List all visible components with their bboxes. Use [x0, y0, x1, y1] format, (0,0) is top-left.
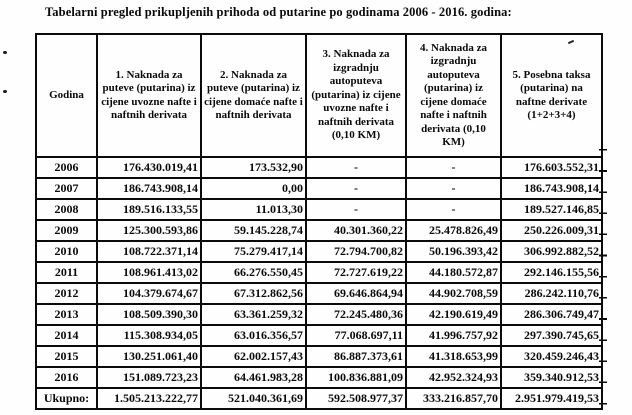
- year-cell: 2007: [35, 177, 98, 200]
- total-cell: 250.226.009,31: [500, 219, 603, 242]
- value-cell: -: [405, 156, 502, 179]
- value-cell: -: [405, 198, 502, 221]
- value-cell: 189.516.133,55: [96, 198, 202, 221]
- value-cell: 125.300.593,86: [96, 219, 202, 242]
- value-cell: 66.276.550,45: [200, 261, 307, 284]
- total-value-cell: 592.508.977,37: [305, 387, 407, 410]
- value-cell: 64.461.983,28: [200, 366, 307, 389]
- value-cell: -: [405, 177, 502, 200]
- total-cell: 176.603.552,31: [500, 156, 603, 179]
- total-label-cell: Ukupno:: [35, 387, 98, 410]
- table-row-2007: 2007 186.743.908,14 0,00 - - 186.743.908…: [35, 177, 603, 200]
- total-value-cell: 333.216.857,70: [405, 387, 502, 410]
- total-cell: 359.340.912,53: [500, 366, 603, 389]
- header-row: Godina 1. Naknada za puteve (putarina) i…: [35, 33, 603, 158]
- table-row-2006: 2006 176.430.019,41 173.532,90 - - 176.6…: [35, 156, 603, 179]
- value-cell: 41.318.653,99: [405, 345, 502, 368]
- year-cell: 2010: [35, 240, 98, 263]
- value-cell: 108.722.371,14: [96, 240, 202, 263]
- year-cell: 2014: [35, 324, 98, 347]
- value-cell: 0,00: [200, 177, 307, 200]
- year-cell: 2009: [35, 219, 98, 242]
- table-body: 2006 176.430.019,41 173.532,90 - - 176.6…: [35, 156, 603, 410]
- value-cell: 11.013,30: [200, 198, 307, 221]
- total-cell: 292.146.155,56: [500, 261, 603, 284]
- value-cell: -: [305, 156, 407, 179]
- scan-artifact-dot: [3, 51, 7, 54]
- value-cell: -: [305, 177, 407, 200]
- scan-artifact-dot: [3, 90, 7, 93]
- total-value-cell: 521.040.361,69: [200, 387, 307, 410]
- total-cell: 306.992.882,52: [500, 240, 603, 263]
- value-cell: 59.145.228,74: [200, 219, 307, 242]
- value-cell: 25.478.826,49: [405, 219, 502, 242]
- header-col1: 1. Naknada za puteve (putarina) iz cijen…: [96, 33, 202, 158]
- value-cell: 108.509.390,30: [96, 303, 202, 326]
- value-cell: 72.727.619,22: [305, 261, 407, 284]
- table-row-2008: 2008 189.516.133,55 11.013,30 - - 189.52…: [35, 198, 603, 221]
- value-cell: 50.196.393,42: [405, 240, 502, 263]
- header-col5: 5. Posebna taksa (putarina) na naftne de…: [500, 33, 603, 158]
- total-value-cell: 1.505.213.222,77: [96, 387, 202, 410]
- table-row-total: Ukupno: 1.505.213.222,77 521.040.361,69 …: [35, 387, 603, 410]
- table-row-2015: 2015 130.251.061,40 62.002.157,43 86.887…: [35, 345, 603, 368]
- value-cell: 62.002.157,43: [200, 345, 307, 368]
- table-row-2012: 2012 104.379.674,67 67.312.862,56 69.646…: [35, 282, 603, 305]
- value-cell: 86.887.373,61: [305, 345, 407, 368]
- table-header: Godina 1. Naknada za puteve (putarina) i…: [35, 33, 603, 158]
- total-cell: 297.390.745,65: [500, 324, 603, 347]
- revenue-table: Godina 1. Naknada za puteve (putarina) i…: [35, 33, 603, 410]
- value-cell: 44.902.708,59: [405, 282, 502, 305]
- value-cell: 173.532,90: [200, 156, 307, 179]
- total-cell: 189.527.146,85: [500, 198, 603, 221]
- value-cell: 40.301.360,22: [305, 219, 407, 242]
- value-cell: 72.794.700,82: [305, 240, 407, 263]
- value-cell: 130.251.061,40: [96, 345, 202, 368]
- value-cell: 75.279.417,14: [200, 240, 307, 263]
- year-cell: 2013: [35, 303, 98, 326]
- header-godina: Godina: [35, 33, 98, 158]
- table-row-2010: 2010 108.722.371,14 75.279.417,14 72.794…: [35, 240, 603, 263]
- table-row-2014: 2014 115.308.934,05 63.016.356,57 77.068…: [35, 324, 603, 347]
- value-cell: 44.180.572,87: [405, 261, 502, 284]
- page-title: Tabelarni pregled prikupljenih prihoda o…: [45, 5, 512, 19]
- value-cell: 151.089.723,23: [96, 366, 202, 389]
- value-cell: 72.245.480,36: [305, 303, 407, 326]
- year-cell: 2012: [35, 282, 98, 305]
- total-cell: 286.242.110,76: [500, 282, 603, 305]
- header-col4: 4. Naknada za izgradnju autoputeva (puta…: [405, 33, 502, 158]
- total-cell: 186.743.908,14: [500, 177, 603, 200]
- value-cell: 69.646.864,94: [305, 282, 407, 305]
- value-cell: 42.190.619,49: [405, 303, 502, 326]
- year-cell: 2016: [35, 366, 98, 389]
- table-row-2009: 2009 125.300.593,86 59.145.228,74 40.301…: [35, 219, 603, 242]
- scan-artifact-row-line-stubs: [599, 149, 607, 405]
- value-cell: 63.016.356,57: [200, 324, 307, 347]
- year-cell: 2011: [35, 261, 98, 284]
- grand-total-cell: 2.951.979.419,53: [500, 387, 603, 410]
- value-cell: -: [305, 198, 407, 221]
- value-cell: 186.743.908,14: [96, 177, 202, 200]
- value-cell: 176.430.019,41: [96, 156, 202, 179]
- value-cell: 77.068.697,11: [305, 324, 407, 347]
- total-cell: 286.306.749,47: [500, 303, 603, 326]
- value-cell: 108.961.413,02: [96, 261, 202, 284]
- header-col3: 3. Naknada za izgradnju autoputeva (puta…: [305, 33, 407, 158]
- value-cell: 41.996.757,92: [405, 324, 502, 347]
- table-row-2011: 2011 108.961.413,02 66.276.550,45 72.727…: [35, 261, 603, 284]
- header-col2: 2. Naknada za puteve (putarina) iz cijen…: [200, 33, 307, 158]
- value-cell: 115.308.934,05: [96, 324, 202, 347]
- value-cell: 67.312.862,56: [200, 282, 307, 305]
- year-cell: 2008: [35, 198, 98, 221]
- year-cell: 2015: [35, 345, 98, 368]
- value-cell: 63.361.259,32: [200, 303, 307, 326]
- value-cell: 104.379.674,67: [96, 282, 202, 305]
- year-cell: 2006: [35, 156, 98, 179]
- table-row-2013: 2013 108.509.390,30 63.361.259,32 72.245…: [35, 303, 603, 326]
- table-row-2016: 2016 151.089.723,23 64.461.983,28 100.83…: [35, 366, 603, 389]
- value-cell: 100.836.881,09: [305, 366, 407, 389]
- value-cell: 42.952.324,93: [405, 366, 502, 389]
- total-cell: 320.459.246,43: [500, 345, 603, 368]
